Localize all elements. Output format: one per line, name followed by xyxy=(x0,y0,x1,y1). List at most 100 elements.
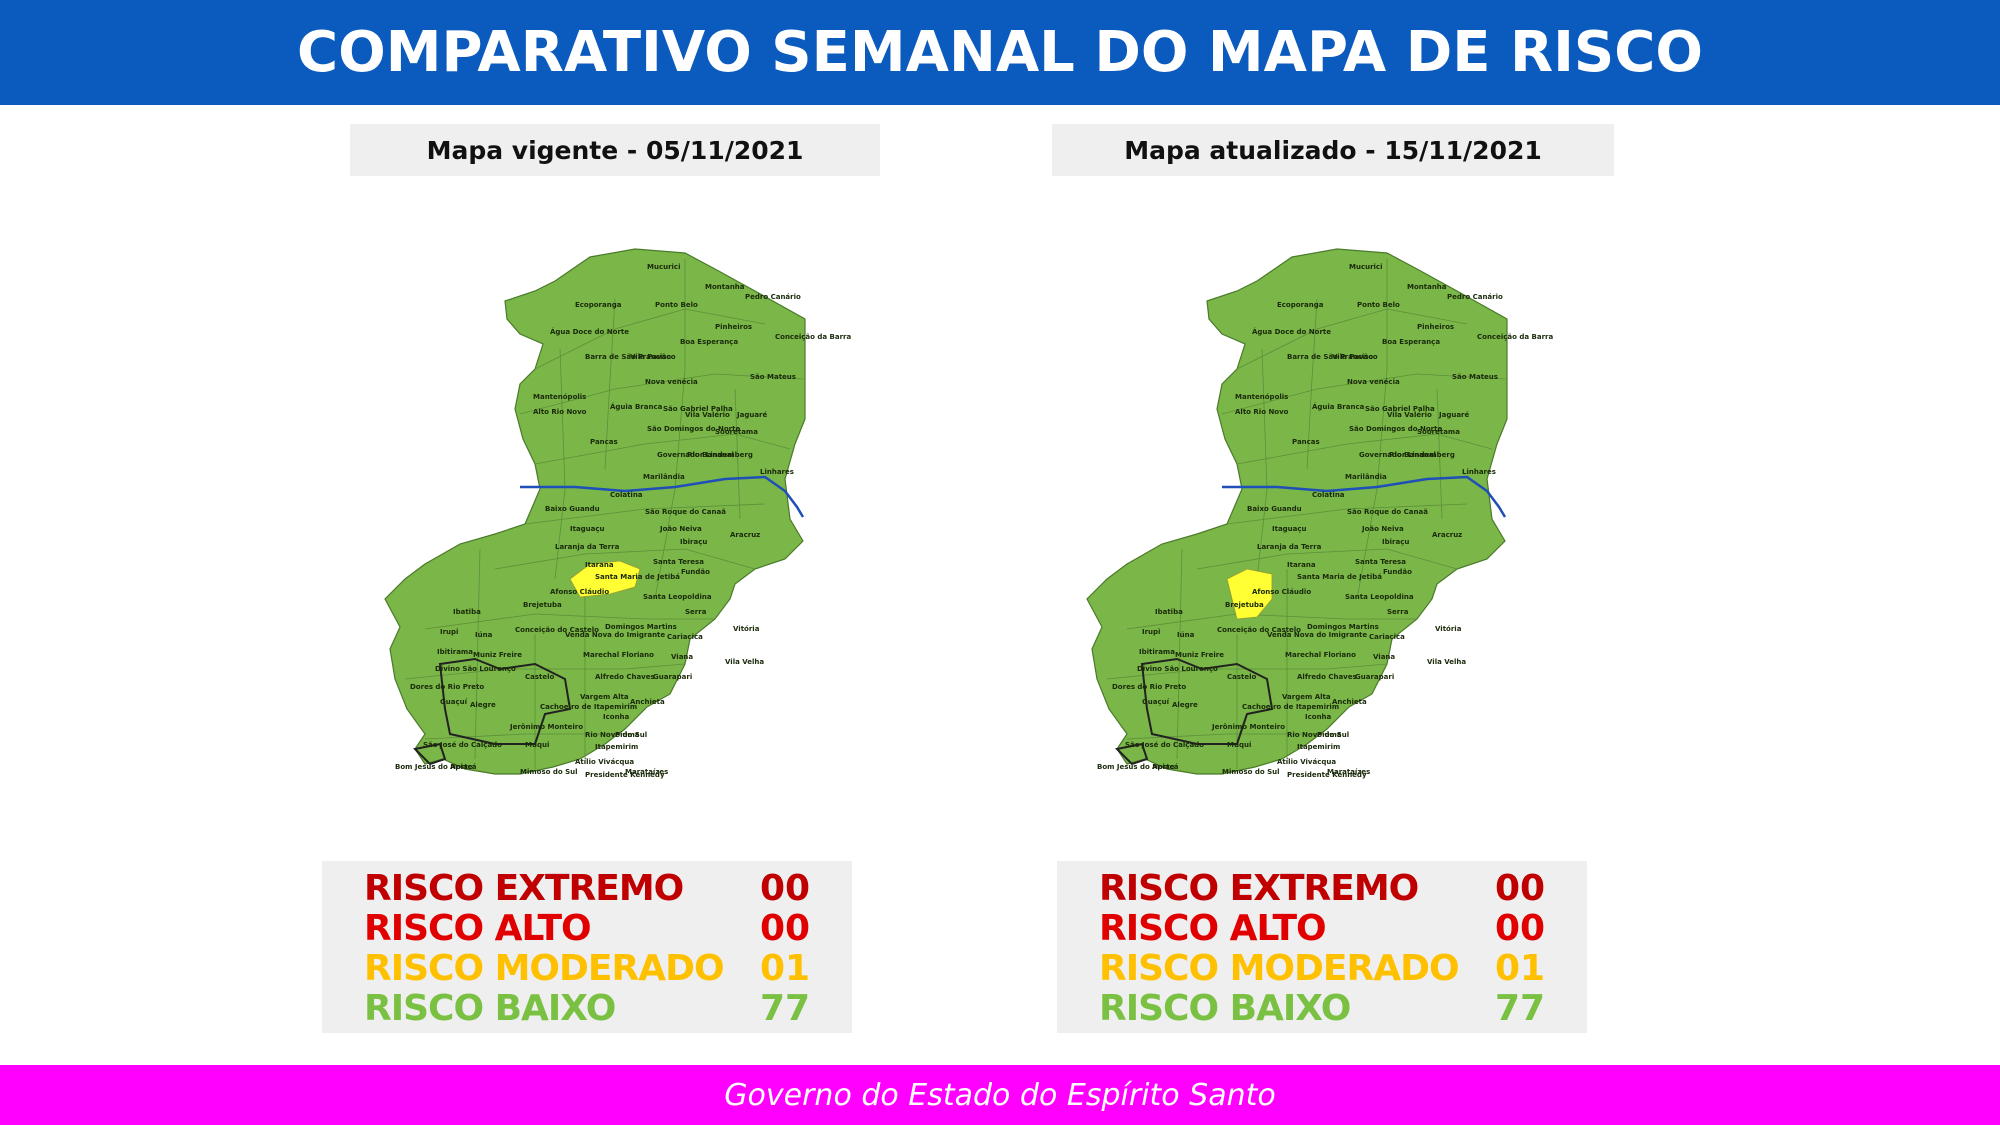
legend-row-alto: RISCO ALTO 00 xyxy=(322,909,852,949)
municipality-label: Venda Nova do Imigrante xyxy=(1267,631,1367,639)
legend-label: RISCO ALTO xyxy=(364,908,592,949)
municipality-label: Pedro Canário xyxy=(745,293,801,301)
region-boundary xyxy=(412,742,447,766)
municipality-label: Barra de São Francisco xyxy=(585,353,676,361)
municipality-label: Linhares xyxy=(760,468,794,476)
municipality-label: Iconha xyxy=(1305,713,1332,721)
municipality-label: Afonso Cláudio xyxy=(550,588,609,596)
municipality-label: Sooretama xyxy=(715,428,758,436)
municipality-label: Guarapari xyxy=(1355,673,1394,681)
municipal-boundary xyxy=(534,433,791,465)
legend-label: RISCO MODERADO xyxy=(1099,948,1460,989)
municipality-label: Barra de São Francisco xyxy=(1287,353,1378,361)
moderate-risk-area xyxy=(569,560,641,598)
municipality-label: Brejetuba xyxy=(1225,601,1264,609)
municipality-label: Santa Leopoldina xyxy=(643,593,712,601)
municipality-label: Ponto Belo xyxy=(655,301,698,309)
municipality-label: Guaçuí xyxy=(1142,698,1170,706)
state-outline xyxy=(384,248,806,775)
municipality-label: Irupi xyxy=(440,628,458,636)
municipal-boundary xyxy=(1356,259,1388,600)
municipality-label: São Gabriel Palha xyxy=(663,405,733,413)
municipality-label: Água Doce do Norte xyxy=(1252,327,1331,336)
municipality-label: Ecoporanga xyxy=(1277,301,1324,309)
municipality-label: Domingos Martins xyxy=(605,623,677,631)
municipality-label: Cariacica xyxy=(667,633,703,641)
municipality-label: Pinheiros xyxy=(715,323,752,331)
municipality-label: Fundão xyxy=(1383,568,1412,576)
municipality-label: Rio Novo do Sul xyxy=(1287,731,1349,739)
municipality-label: Vitória xyxy=(1435,625,1462,633)
municipality-label: Vila Valério xyxy=(685,411,730,419)
municipality-label: Afonso Cláudio xyxy=(1252,588,1311,596)
legend-row-baixo: RISCO BAIXO 77 xyxy=(322,989,852,1029)
municipality-label: Rio Bananal xyxy=(1389,451,1436,459)
legend-row-baixo: RISCO BAIXO 77 xyxy=(1057,989,1587,1029)
municipality-label: Atílio Vivácqua xyxy=(575,758,634,766)
municipality-label: Governador Lindemberg xyxy=(1359,451,1455,459)
municipal-boundary xyxy=(1306,298,1318,470)
municipality-label: Conceição da Barra xyxy=(1477,333,1553,341)
municipality-label: Águia Branca xyxy=(1312,402,1365,411)
municipality-label: Nova venécia xyxy=(645,378,698,386)
legend-label: RISCO EXTREMO xyxy=(1099,868,1419,909)
municipality-label: São Mateus xyxy=(750,373,796,381)
municipality-label: Laranja da Terra xyxy=(555,543,620,551)
municipality-label: Baixo Guandu xyxy=(545,505,600,513)
municipality-label: Muniz Freire xyxy=(1175,651,1224,659)
legend-value: 77 xyxy=(760,988,811,1029)
municipality-label: Marechal Floriano xyxy=(583,651,654,659)
municipality-label: Alfredo Chaves xyxy=(595,673,655,681)
state-outline xyxy=(1086,248,1508,775)
municipality-label: Governador Lindemberg xyxy=(657,451,753,459)
page-title: COMPARATIVO SEMANAL DO MAPA DE RISCO xyxy=(297,20,1703,85)
legend-row-moderado: RISCO MODERADO 01 xyxy=(1057,949,1587,989)
municipal-boundary xyxy=(1236,433,1493,465)
municipality-label: Colatina xyxy=(610,491,643,499)
legend-value: 00 xyxy=(1495,908,1546,949)
municipality-label: Sooretama xyxy=(1417,428,1460,436)
risk-map: Mucurici Montanha Pedro Canário Ecoporanga P… xyxy=(1042,194,1602,844)
legend-value: 01 xyxy=(760,948,811,989)
municipality-label: Conceição do Castelo xyxy=(1217,626,1301,634)
municipality-label: Água Doce do Norte xyxy=(550,327,629,336)
municipality-label: Fundão xyxy=(681,568,710,576)
municipal-boundary xyxy=(474,548,481,760)
municipality-label: São Roque do Canaã xyxy=(1347,508,1428,516)
footer-text: Governo do Estado do Espírito Santo xyxy=(724,1077,1276,1113)
municipality-label: Montanha xyxy=(1407,283,1447,291)
legend-label: RISCO EXTREMO xyxy=(364,868,684,909)
municipality-label: Vila Velha xyxy=(725,658,764,666)
page-footer: Governo do Estado do Espírito Santo xyxy=(0,1065,2000,1125)
municipality-label: Cariacica xyxy=(1369,633,1405,641)
legend-label: RISCO BAIXO xyxy=(364,988,616,1029)
municipality-label: Cachoeiro de Itapemirim xyxy=(540,703,637,711)
municipality-label: Piúma xyxy=(1317,731,1342,739)
municipal-boundary xyxy=(1126,613,1417,630)
municipality-label: Dores do Rio Preto xyxy=(410,683,484,691)
legend-label: RISCO MODERADO xyxy=(364,948,725,989)
municipality-label: Divino São Lourenço xyxy=(435,665,516,673)
map-title: Mapa vigente - 05/11/2021 xyxy=(350,124,880,176)
municipality-label: Jerônimo Monteiro xyxy=(1211,723,1285,731)
municipality-label: Anchieta xyxy=(630,698,665,706)
municipality-label: Guaçuí xyxy=(440,698,468,706)
municipal-boundary xyxy=(494,548,756,570)
municipality-label: João Neiva xyxy=(1361,525,1404,533)
municipality-label: Laranja da Terra xyxy=(1257,543,1322,551)
municipality-label: Itarana xyxy=(585,561,614,569)
municipality-label: Castelo xyxy=(1227,673,1257,681)
municipality-label: Iconha xyxy=(603,713,630,721)
municipality-label: Santa Maria de Jetibá xyxy=(1297,573,1382,581)
municipality-label: Apiacá xyxy=(450,763,477,771)
municipality-label: Linhares xyxy=(1462,468,1496,476)
municipal-boundary xyxy=(604,298,616,470)
municipality-label: Aracruz xyxy=(730,531,760,539)
municipality-label: Serra xyxy=(685,608,707,616)
municipality-label: Ibatiba xyxy=(1155,608,1183,616)
moderate-risk-area xyxy=(1226,568,1273,620)
river-doce xyxy=(1222,475,1507,518)
municipality-label: Brejetuba xyxy=(523,601,562,609)
